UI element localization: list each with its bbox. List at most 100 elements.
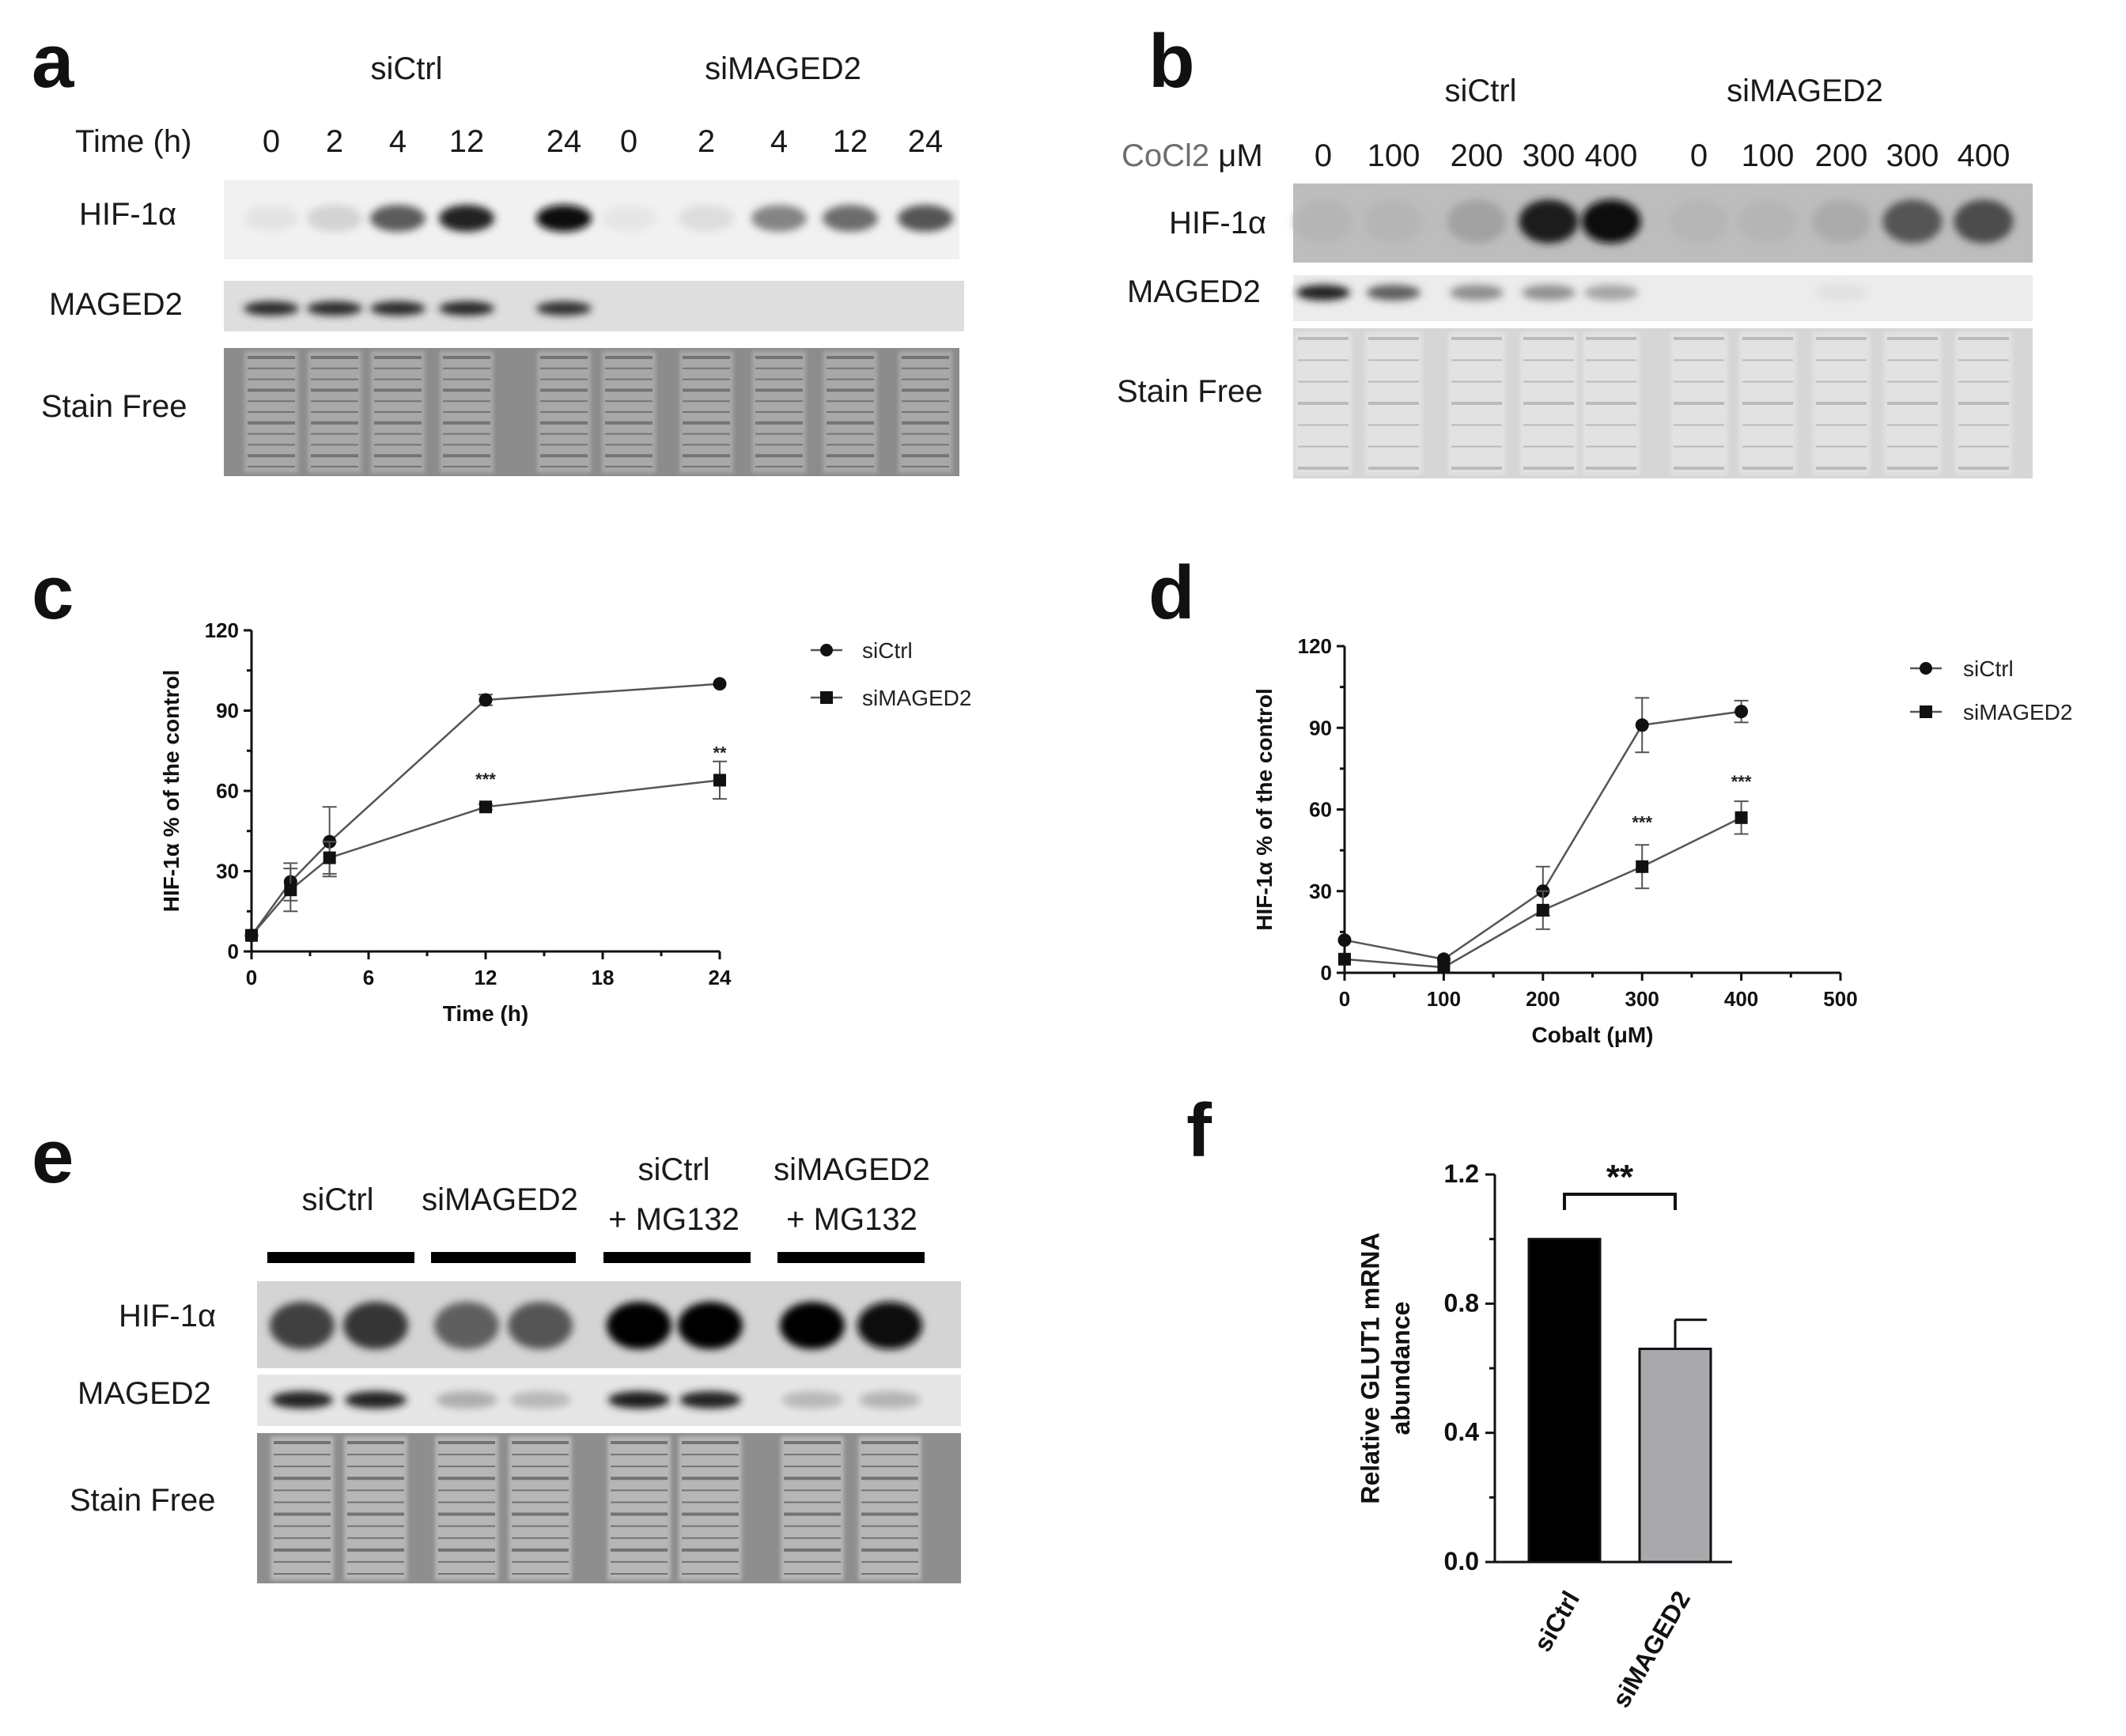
- panel-b-row-maged2: MAGED2: [1127, 274, 1261, 309]
- panel-e-maged2-band-3: [509, 1391, 571, 1409]
- panel-f-y-title-line-1: Relative GLUT1 mRNA: [1356, 1232, 1385, 1503]
- panel-d-legend-simaged2-marker: [1920, 705, 1932, 718]
- panel-b-cocl2-label: CoCl2: [1122, 138, 1209, 173]
- panel-d-series-1-point-3: [1636, 860, 1649, 873]
- panel-c-series-0-point-3: [479, 693, 493, 707]
- panel-b-hif-band-9: [1954, 199, 2014, 244]
- panel-b: b siCtrl siMAGED2 CoCl2 μM 0 100 200 300 400…: [1117, 19, 2033, 478]
- panel-a-maged2-band-1: [307, 301, 362, 316]
- panel-a-hif-band-1: [307, 205, 362, 232]
- panel-c-x-title: Time (h): [443, 1001, 528, 1026]
- panel-b-lane-8: 300: [1886, 138, 1939, 173]
- panel-c-legend: siCtrl siMAGED2: [811, 638, 971, 710]
- panel-d-line-chart: 0 30 60 90 120 0 100 200 300 400 500 Cobalt (μM) HIF…: [1252, 634, 1858, 1047]
- panel-e-hif-band-7: [857, 1302, 922, 1349]
- panel-a-lane-8: 12: [833, 124, 868, 159]
- panel-d-legend-sictrl: siCtrl: [1963, 656, 2014, 681]
- panel-e-maged2-band-6: [781, 1391, 843, 1409]
- panel-d-y-title: HIF-1α % of the control: [1252, 688, 1277, 931]
- panel-b-lane-0: 0: [1315, 138, 1332, 173]
- panel-b-row-stainfree: Stain Free: [1117, 374, 1263, 409]
- panel-a-row-stainfree: Stain Free: [41, 389, 187, 424]
- panel-a-lane-9: 24: [908, 124, 944, 159]
- panel-e-sf-lane-4: [607, 1436, 671, 1580]
- panel-e-row-maged2: MAGED2: [78, 1376, 211, 1411]
- panel-f-y-title: Relative GLUT1 mRNAabundance: [1356, 1232, 1415, 1503]
- panel-e-group-bar-2: [431, 1252, 576, 1263]
- panel-a-hif-band-9: [898, 205, 953, 232]
- panel-b-lane-3: 300: [1523, 138, 1576, 173]
- panel-a: a siCtrl siMAGED2 Time (h) 0 2 4 12 24 0 2 4 12 2…: [32, 19, 964, 476]
- panel-c-series-0-point-4: [713, 677, 727, 691]
- panel-b-hif-band-7: [1811, 199, 1871, 244]
- panel-b-lane-9: 400: [1958, 138, 2011, 173]
- panel-c-line-chart: 0 30 60 90 120 0 6 12 18 24 Time (h) HIF-1α % of th…: [159, 618, 732, 1026]
- panel-c-legend-simaged2: siMAGED2: [862, 686, 971, 710]
- panel-e-maged2-band-0: [271, 1391, 333, 1409]
- panel-b-lane-5: 0: [1690, 138, 1708, 173]
- panel-c-ytick-label-2: 60: [216, 779, 239, 803]
- panel-b-hif-band-0: [1293, 199, 1353, 244]
- panel-d-xtick-label-3: 300: [1625, 987, 1659, 1011]
- panel-e-group-4-line1: siMAGED2: [774, 1152, 930, 1187]
- panel-f-significance: **: [1606, 1158, 1634, 1197]
- panel-c-series-1-point-0: [245, 929, 258, 942]
- panel-a-hif-band-2: [370, 205, 426, 232]
- panel-c-legend-sictrl-marker: [820, 644, 833, 656]
- panel-a-row-hif: HIF-1α: [79, 197, 176, 232]
- panel-e-group-4-line2: + MG132: [786, 1202, 917, 1237]
- panel-c-xtick-label-1: 6: [363, 966, 374, 989]
- panel-f-xtick-label-0: siCtrl: [1528, 1587, 1585, 1657]
- panel-b-maged2-band-3: [1522, 285, 1576, 301]
- panel-c-ytick-label-0: 0: [228, 940, 239, 963]
- panel-b-lane-6: 100: [1742, 138, 1795, 173]
- panel-e-group-bar-4: [777, 1252, 925, 1263]
- panel-d-x-title: Cobalt (μM): [1532, 1023, 1654, 1047]
- panel-f-ytick-label-2: 0.8: [1444, 1288, 1479, 1317]
- panel-d-ytick-label-4: 120: [1298, 634, 1332, 658]
- panel-b-hif-band-2: [1447, 199, 1507, 244]
- panel-e-row-stainfree: Stain Free: [70, 1483, 216, 1518]
- panel-e-hif-band-6: [780, 1302, 845, 1349]
- panel-d-legend: siCtrl siMAGED2: [1910, 656, 2072, 724]
- panel-c-series-1-point-3: [479, 800, 492, 814]
- panel-d-xtick-label-0: 0: [1339, 987, 1350, 1011]
- panel-b-maged2-band-0: [1296, 285, 1350, 301]
- panel-a-lane-2: 4: [389, 124, 407, 159]
- panel-a-letter: a: [32, 19, 74, 104]
- panel-e-hif-band-2: [434, 1302, 499, 1349]
- panel-d-xtick-label-4: 400: [1724, 987, 1758, 1011]
- panel-b-maged2-band-4: [1584, 285, 1638, 301]
- panel-a-row-maged2: MAGED2: [49, 287, 183, 322]
- panel-a-time-header: Time (h): [75, 124, 191, 159]
- panel-a-lane-4: 24: [547, 124, 582, 159]
- panel-d-series-1-point-0: [1338, 952, 1351, 966]
- panel-d-xtick-label-5: 500: [1823, 987, 1857, 1011]
- panel-e-group-3-line1: siCtrl: [637, 1152, 709, 1187]
- panel-f-ytick-label-3: 1.2: [1444, 1159, 1479, 1188]
- panel-c-xtick-label-2: 12: [475, 966, 497, 989]
- panel-e-stainfree-lanes: [270, 1436, 921, 1580]
- panel-a-hif-band-8: [823, 205, 878, 232]
- panel-d-series-0-point-3: [1635, 718, 1649, 732]
- panel-c-series-1-point-4: [713, 773, 726, 787]
- panel-e-sf-lane-1: [344, 1436, 407, 1580]
- panel-e-sf-lane-6: [781, 1436, 844, 1580]
- panel-e-maged2-band-4: [608, 1391, 670, 1409]
- panel-b-letter: b: [1148, 19, 1195, 104]
- panel-b-hif-bands: [1293, 199, 2014, 244]
- panel-e-maged2-band-1: [345, 1391, 407, 1409]
- panel-f-significance-bracket: [1563, 1193, 1677, 1210]
- panel-b-maged2-band-2: [1450, 285, 1504, 301]
- panel-f-ytick-label-0: 0.0: [1444, 1547, 1479, 1575]
- panel-b-maged2-band-1: [1367, 285, 1420, 301]
- panel-d-series-1-point-4: [1734, 811, 1748, 824]
- panel-e-maged2-band-2: [436, 1391, 497, 1409]
- panel-e-group-1: siCtrl: [301, 1182, 373, 1217]
- panel-c-xtick-label-0: 0: [246, 966, 257, 989]
- panel-b-lane-4: 400: [1585, 138, 1638, 173]
- panel-b-hif-band-6: [1738, 199, 1798, 244]
- panel-a-hif-band-3: [439, 205, 494, 232]
- panel-c-significance-0: ***: [475, 770, 496, 789]
- panel-f-bar-chart: 0.0 0.4 0.8 1.2 siCtrl siMAGED2 Relative GLUT1…: [1356, 1158, 1732, 1712]
